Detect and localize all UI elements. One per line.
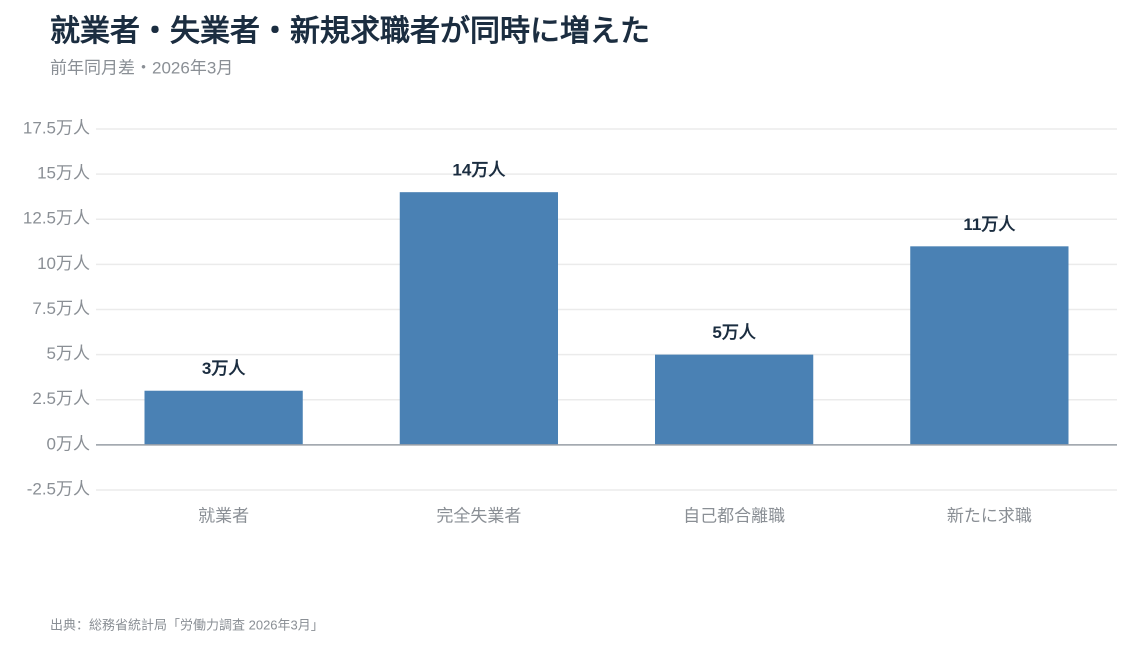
value-label: 5万人 xyxy=(712,323,756,342)
y-tick-label: 12.5万人 xyxy=(23,209,90,228)
y-tick-label: 10万人 xyxy=(37,254,90,273)
y-tick-label: 7.5万人 xyxy=(32,299,90,318)
y-tick-label: 2.5万人 xyxy=(32,389,90,408)
x-tick-label: 新たに求職 xyxy=(947,506,1032,525)
bar xyxy=(399,192,559,445)
value-label: 3万人 xyxy=(202,359,246,378)
x-tick-label: 自己都合離職 xyxy=(683,506,785,525)
x-tick-label: 完全失業者 xyxy=(436,506,521,525)
y-tick-label: 15万人 xyxy=(37,164,90,183)
bar xyxy=(144,390,303,445)
value-label: 14万人 xyxy=(452,161,506,180)
x-tick-label: 就業者 xyxy=(198,506,249,525)
y-tick-label: 0万人 xyxy=(47,434,90,453)
y-tick-label: 17.5万人 xyxy=(23,118,90,137)
y-tick-label: -2.5万人 xyxy=(27,479,90,498)
bar xyxy=(910,246,1069,445)
chart-subtitle: 前年同月差・2026年3月 xyxy=(50,58,233,77)
bar xyxy=(654,354,814,445)
chart-title: 就業者・失業者・新規求職者が同時に増えた xyxy=(50,14,650,48)
y-tick-label: 5万人 xyxy=(47,344,90,363)
source-note: 出典：総務省統計局「労働力調査 2026年3月」 xyxy=(50,617,324,632)
value-label: 11万人 xyxy=(963,215,1016,234)
